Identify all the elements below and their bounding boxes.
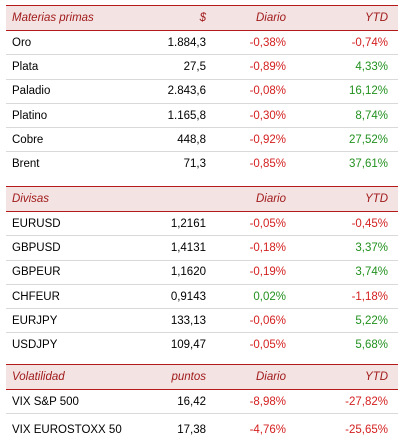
header-name: Divisas <box>12 193 50 205</box>
row-ytd-change: 16,12% <box>348 85 388 98</box>
table-row: VIX S&P 500 16,42 -8,98% -27,82% <box>6 390 398 415</box>
row-ytd-change: 5,68% <box>355 339 388 352</box>
row-name: GBPUSD <box>12 241 61 254</box>
volatility-header: Volatilidad puntos Diario YTD <box>6 364 398 390</box>
commodities-header: Materias primas $ Diario YTD <box>6 5 398 31</box>
row-ytd-change: 3,37% <box>355 241 388 254</box>
volatility-table: Volatilidad puntos Diario YTD VIX S&P 50… <box>6 364 398 446</box>
header-name: Volatilidad <box>12 371 65 383</box>
row-ytd-change: 27,52% <box>348 133 388 146</box>
row-value: 17,38 <box>177 424 206 437</box>
row-value: 0,9143 <box>170 290 206 303</box>
row-daily-change: -0,08% <box>249 85 286 98</box>
row-name: Cobre <box>12 133 44 146</box>
row-name: Oro <box>12 36 32 49</box>
row-ytd-change: -25,65% <box>345 424 388 437</box>
header-name: Materias primas <box>12 12 94 24</box>
row-daily-change: -4,76% <box>249 424 286 437</box>
table-row: Plata 27,5 -0,89% 4,33% <box>6 55 398 80</box>
header-unit <box>126 187 206 211</box>
header-ytd: YTD <box>365 193 388 205</box>
row-name: EURJPY <box>12 314 58 327</box>
row-name: VIX S&P 500 <box>12 395 79 408</box>
row-daily-change: -0,89% <box>249 60 286 73</box>
row-daily-change: 0,02% <box>253 290 286 303</box>
header-unit: $ <box>199 12 206 24</box>
row-daily-change: -0,18% <box>249 241 286 254</box>
row-ytd-change: 37,61% <box>348 158 388 171</box>
row-value: 1,4131 <box>170 241 206 254</box>
row-value: 2.843,6 <box>167 85 206 98</box>
table-row: GBPEUR 1,1620 -0,19% 3,74% <box>6 261 398 285</box>
row-name: CHFEUR <box>12 290 60 303</box>
header-daily: Diario <box>255 193 286 205</box>
row-value: 1,1620 <box>170 266 206 279</box>
row-value: 109,47 <box>170 339 206 352</box>
table-row: Brent 71,3 -0,85% 37,61% <box>6 152 398 175</box>
row-ytd-change: -27,82% <box>345 395 388 408</box>
row-name: EURUSD <box>12 217 61 230</box>
row-value: 16,42 <box>177 395 206 408</box>
table-row: Paladio 2.843,6 -0,08% 16,12% <box>6 80 398 104</box>
row-ytd-change: 4,33% <box>355 60 388 73</box>
table-row: USDJPY 109,47 -0,05% 5,68% <box>6 333 398 356</box>
table-row: VIX EUROSTOXX 50 17,38 -4,76% -25,65% <box>6 414 398 446</box>
row-value: 1.165,8 <box>167 109 206 122</box>
row-daily-change: -0,38% <box>249 36 286 49</box>
row-value: 27,5 <box>183 60 206 73</box>
row-ytd-change: 3,74% <box>355 266 388 279</box>
header-ytd: YTD <box>365 12 388 24</box>
row-value: 448,8 <box>177 133 206 146</box>
row-daily-change: -0,92% <box>249 133 286 146</box>
row-name: Plata <box>12 60 39 73</box>
currencies-table: Divisas Diario YTD EURUSD 1,2161 -0,05% -0,… <box>6 186 398 357</box>
row-name: VIX EUROSTOXX 50 <box>12 423 122 436</box>
row-value: 1.884,3 <box>167 36 206 49</box>
currencies-header: Divisas Diario YTD <box>6 186 398 212</box>
row-name: Paladio <box>12 85 51 98</box>
row-value: 71,3 <box>183 158 206 171</box>
row-ytd-change: 5,22% <box>355 314 388 327</box>
row-daily-change: -0,05% <box>249 217 286 230</box>
row-value: 133,13 <box>170 314 206 327</box>
row-daily-change: -0,30% <box>249 109 286 122</box>
row-ytd-change: 8,74% <box>355 109 388 122</box>
table-row: GBPUSD 1,4131 -0,18% 3,37% <box>6 236 398 261</box>
row-daily-change: -0,06% <box>249 314 286 327</box>
table-row: CHFEUR 0,9143 0,02% -1,18% <box>6 285 398 310</box>
row-ytd-change: -0,45% <box>351 217 388 230</box>
row-name: USDJPY <box>12 339 58 352</box>
header-ytd: YTD <box>365 371 388 383</box>
table-row: EURJPY 133,13 -0,06% 5,22% <box>6 309 398 334</box>
row-ytd-change: -0,74% <box>351 36 388 49</box>
row-name: Brent <box>12 158 40 171</box>
table-row: Oro 1.884,3 -0,38% -0,74% <box>6 31 398 56</box>
header-unit: puntos <box>171 371 206 383</box>
table-row: EURUSD 1,2161 -0,05% -0,45% <box>6 212 398 237</box>
row-daily-change: -0,85% <box>249 158 286 171</box>
row-daily-change: -0,05% <box>249 339 286 352</box>
row-name: GBPEUR <box>12 266 61 279</box>
table-row: Cobre 448,8 -0,92% 27,52% <box>6 128 398 153</box>
commodities-table: Materias primas $ Diario YTD Oro 1.884,3 -… <box>6 5 398 176</box>
table-row: Platino 1.165,8 -0,30% 8,74% <box>6 104 398 129</box>
row-daily-change: -8,98% <box>249 395 286 408</box>
row-daily-change: -0,19% <box>249 266 286 279</box>
row-name: Platino <box>12 109 48 122</box>
header-daily: Diario <box>255 371 286 383</box>
row-ytd-change: -1,18% <box>351 290 388 303</box>
row-value: 1,2161 <box>170 217 206 230</box>
header-daily: Diario <box>255 12 286 24</box>
